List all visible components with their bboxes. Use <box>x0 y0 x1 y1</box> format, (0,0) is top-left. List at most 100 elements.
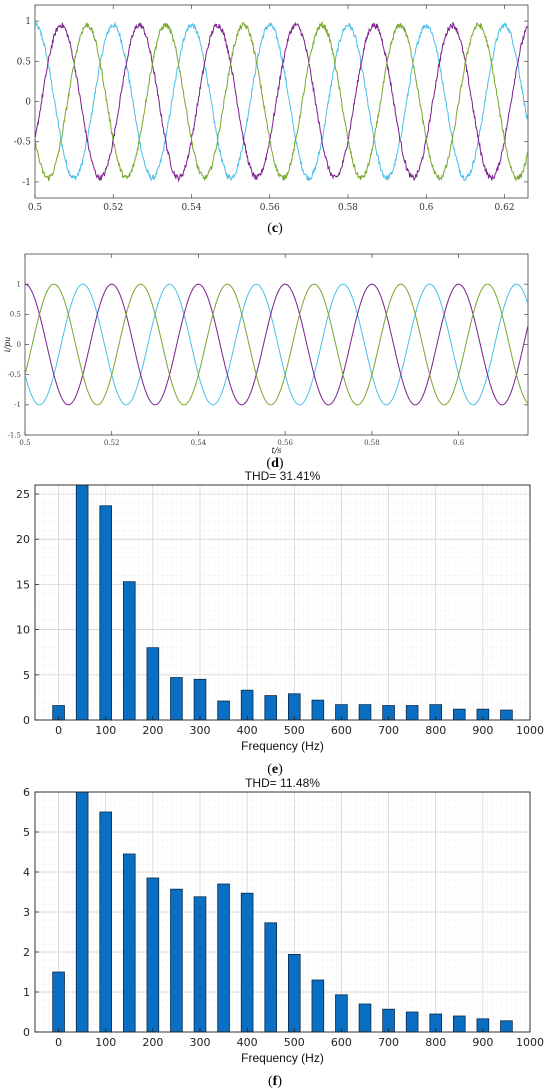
x-axis-label: t/s <box>271 446 281 455</box>
bar <box>99 811 113 1033</box>
bar <box>264 922 278 1033</box>
bar <box>75 791 89 1033</box>
x-tick-label: 700 <box>378 724 399 737</box>
x-tick-label: 300 <box>190 724 211 737</box>
chart-d: 0.5 0.52 0.54 0.56 0.58 0.6 1 0.5 0 -0.5 -1 -1.5 t/s… <box>3 253 529 455</box>
x-axis-label: Frequency (Hz) <box>241 739 324 753</box>
chart-title: THD= 31.41% <box>245 469 321 483</box>
bar <box>217 883 230 1033</box>
series-line-3 <box>35 20 528 182</box>
series-line-1 <box>35 21 528 182</box>
bar <box>146 877 160 1033</box>
bar <box>99 505 113 721</box>
x-tick-label: 100 <box>95 1036 116 1049</box>
series-line-2 <box>25 283 528 406</box>
chart-f: 0 100 200 300 400 500 600 700 800 900 1000 0 1 2 3 4 5 6 T… <box>23 776 544 1065</box>
bar <box>122 853 136 1033</box>
caption-e: (e) <box>267 762 283 777</box>
x-tick-label: 0.58 <box>364 439 380 447</box>
x-tick-label: 0.5 <box>19 439 30 447</box>
bar <box>264 695 278 721</box>
bar <box>405 705 419 721</box>
y-tick-label: -0.5 <box>8 371 22 379</box>
x-tick-label: 800 <box>425 724 446 737</box>
chart-title: THD= 11.48% <box>245 776 320 790</box>
caption-d: (d) <box>266 456 283 471</box>
x-tick-label: 400 <box>237 1036 258 1049</box>
x-tick-label: 100 <box>95 724 116 737</box>
x-tick-label: 200 <box>142 724 163 737</box>
y-tick-label: 0 <box>25 98 31 108</box>
y-tick-label: 1 <box>25 17 31 27</box>
x-tick-label: 500 <box>284 1036 305 1049</box>
chart-c: 0.5 0.52 0.54 0.56 0.58 0.6 0.62 1 0.5 0 -0.5 -1 <box>14 4 529 213</box>
y-tick-label: 20 <box>16 533 30 546</box>
y-tick-label: -0.5 <box>14 138 32 148</box>
bar <box>240 892 254 1033</box>
y-tick-label: 2 <box>23 946 30 959</box>
x-tick-label: 0 <box>55 1036 62 1049</box>
bar <box>452 1015 466 1033</box>
y-tick-label: 15 <box>16 578 30 591</box>
series-line-3 <box>25 283 528 406</box>
bar <box>500 709 513 721</box>
bar <box>122 581 136 721</box>
plot-frame <box>34 4 529 199</box>
y-tick-label: 0.5 <box>10 311 21 319</box>
bar <box>311 979 325 1033</box>
x-tick-label: 900 <box>472 1036 493 1049</box>
y-tick-label: 5 <box>23 669 30 682</box>
x-tick-label: 300 <box>190 1036 211 1049</box>
x-tick-label: 0.52 <box>103 203 123 213</box>
y-tick-label: 1 <box>23 986 30 999</box>
bar <box>217 700 230 721</box>
x-tick-label: 500 <box>284 724 305 737</box>
bar <box>452 708 466 721</box>
plot-frame <box>34 484 531 721</box>
x-tick-label: 0.62 <box>495 203 515 213</box>
y-tick-label: 0 <box>23 1026 30 1039</box>
x-tick-label: 0.5 <box>28 203 43 213</box>
bar <box>193 678 207 721</box>
caption-c: (c) <box>267 221 283 236</box>
bar <box>170 888 183 1033</box>
x-axis-label: Frequency (Hz) <box>241 1051 324 1065</box>
y-tick-label: 1 <box>17 281 21 289</box>
y-axis-label: i/pu <box>3 337 12 353</box>
x-tick-label: 0.6 <box>453 439 465 447</box>
x-tick-label: 600 <box>331 1036 352 1049</box>
bar <box>193 896 207 1033</box>
bar <box>358 1003 372 1033</box>
plot-frame <box>24 253 529 436</box>
x-tick-label: 0.58 <box>338 203 358 213</box>
x-tick-label: 1000 <box>516 1036 544 1049</box>
y-tick-label: -1 <box>22 178 31 188</box>
x-tick-label: 0.54 <box>181 203 201 213</box>
x-tick-label: 0.6 <box>419 203 434 213</box>
x-tick-label: 0.56 <box>277 439 293 447</box>
x-tick-label: 700 <box>378 1036 399 1049</box>
y-tick-label: -1 <box>14 401 21 409</box>
bar <box>335 994 348 1033</box>
bar <box>287 954 301 1033</box>
y-tick-label: 3 <box>23 906 30 919</box>
y-tick-label: 0 <box>17 341 21 349</box>
x-tick-label: 0 <box>55 724 62 737</box>
chart-e: 0 100 200 300 400 500 600 700 800 900 1000 0 5 10 15 20… <box>16 469 544 753</box>
x-tick-label: 600 <box>331 724 352 737</box>
y-tick-label: 0.5 <box>17 57 32 67</box>
y-tick-label: 5 <box>23 826 30 839</box>
x-tick-label: 900 <box>472 724 493 737</box>
x-tick-label: 0.52 <box>104 439 120 447</box>
bar <box>75 484 89 721</box>
y-tick-label: 6 <box>23 786 30 799</box>
bar <box>170 677 183 721</box>
caption-f: (f) <box>268 1074 282 1089</box>
x-tick-label: 800 <box>425 1036 446 1049</box>
bar <box>52 971 65 1033</box>
x-tick-label: 0.54 <box>191 439 207 447</box>
bar <box>311 699 325 721</box>
series-line-2 <box>35 21 528 183</box>
x-tick-label: 0.56 <box>260 203 280 213</box>
